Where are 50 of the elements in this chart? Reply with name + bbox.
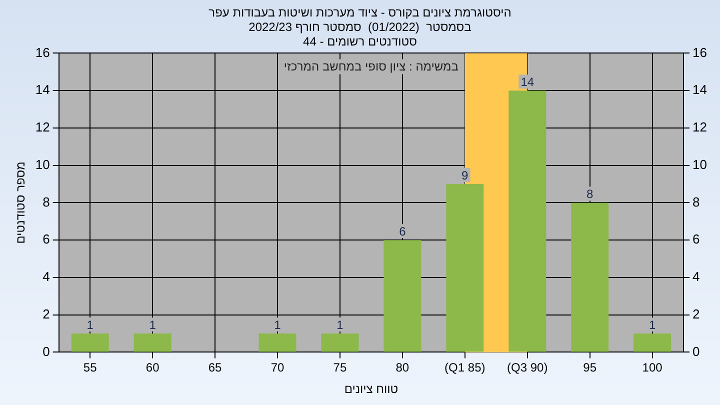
bar (446, 184, 484, 352)
y2-tick-label: 10 (692, 156, 708, 172)
x-tick-label: 60 (146, 360, 160, 375)
chart-title: היסטוגרמת ציונים בקורס - ציוד מערכות ושיטות בעבודות עפר (208, 6, 512, 20)
y-tick-label: 10 (35, 156, 50, 172)
data-label: 9 (462, 168, 469, 182)
bar (258, 334, 296, 352)
x-tick-label: 55 (83, 360, 98, 375)
data-label: 1 (86, 318, 94, 332)
bar (71, 334, 109, 352)
data-label: 1 (149, 318, 156, 332)
y2-tick-label: 8 (692, 194, 700, 210)
x-tick-label: 70 (270, 360, 284, 375)
bar (384, 240, 422, 352)
y-tick-label: 6 (42, 232, 50, 247)
x-tick-label: 100 (642, 360, 663, 375)
x-tick-label: 80 (396, 360, 410, 375)
x-tick-label: 95 (583, 360, 597, 375)
data-label: 8 (586, 187, 594, 202)
data-label: 1 (336, 318, 344, 332)
y-axis-title: מספר סטודנטים (14, 162, 28, 244)
x-tick-label: (Q1 85) (444, 360, 486, 375)
y2-tick-label: 4 (692, 269, 700, 284)
y-tick-label: 0 (42, 344, 50, 359)
y-tick-label: 2 (42, 306, 50, 322)
y-tick-label: 14 (35, 82, 50, 98)
bar (321, 334, 359, 352)
y2-tick-label: 0 (692, 344, 700, 359)
chart-subtitle: בסמסטר (01/2022) סמסטר חורף 2022/23 סטודנטים רשומים - 44 (248, 20, 472, 48)
data-label: 1 (648, 318, 656, 332)
y2-tick-label: 6 (692, 232, 700, 247)
x-tick-label: 65 (208, 360, 222, 375)
data-label: 1 (274, 318, 282, 332)
y-tick-label: 16 (35, 44, 50, 60)
data-label: 14 (520, 74, 534, 89)
bar (134, 334, 172, 352)
x-tick-label: (Q3 90) (507, 360, 548, 375)
y-tick-label: 8 (42, 194, 50, 210)
x-axis-title: טווח ציונים (344, 382, 398, 396)
y2-tick-label: 14 (692, 82, 708, 98)
y2-tick-label: 16 (692, 44, 708, 60)
y2-tick-label: 12 (692, 120, 708, 135)
bar (571, 202, 609, 352)
bar (634, 334, 672, 352)
annotation: במשימה : ציון סופי במחשב המרכזי (284, 60, 458, 74)
data-label: 6 (399, 224, 406, 238)
y-tick-label: 12 (35, 120, 50, 135)
y-tick-label: 4 (42, 269, 50, 284)
x-tick-label: 75 (333, 360, 347, 375)
y2-tick-label: 2 (692, 306, 700, 322)
